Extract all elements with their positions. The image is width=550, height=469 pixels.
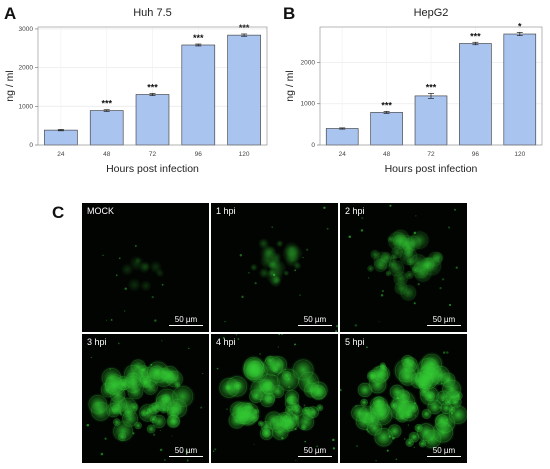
micrograph-label: MOCK bbox=[87, 206, 114, 216]
chart-title: HepG2 bbox=[414, 7, 449, 19]
error-bar bbox=[149, 93, 156, 96]
chart-title: Huh 7.5 bbox=[133, 7, 172, 19]
y-tick-label: 2000 bbox=[301, 59, 316, 66]
significance-label: *** bbox=[101, 99, 112, 109]
scale-bar-line bbox=[298, 325, 332, 326]
y-tick-label: 1000 bbox=[301, 101, 316, 108]
error-bar bbox=[383, 111, 390, 114]
scale-bar-line bbox=[427, 325, 461, 326]
panel-label-b: B bbox=[283, 4, 296, 23]
significance-label: * bbox=[518, 21, 522, 31]
fluorescence-image bbox=[348, 204, 458, 327]
micrograph-tile: 3 hpi 50 µm bbox=[82, 334, 209, 463]
panel-label-a: A bbox=[4, 4, 17, 23]
x-tick-label: 24 bbox=[57, 151, 65, 158]
significance-label: *** bbox=[381, 100, 392, 110]
bar bbox=[503, 33, 537, 146]
significance-label: *** bbox=[426, 82, 437, 92]
bar-chart-hepg2: 24 *** 48 *** 72 *** 96 * 120 0 1000 2000 HepG2 Hours… bbox=[280, 0, 550, 195]
scale-bar: 50 µm bbox=[298, 315, 332, 326]
y-tick-label: 2000 bbox=[19, 65, 34, 72]
micrograph-label: 3 hpi bbox=[87, 337, 107, 347]
scale-bar-label: 50 µm bbox=[432, 315, 456, 324]
bar bbox=[181, 44, 216, 146]
scale-bar-line bbox=[169, 456, 203, 457]
error-bar bbox=[339, 127, 346, 130]
scale-bar: 50 µm bbox=[169, 315, 203, 326]
bar bbox=[325, 128, 359, 146]
bar bbox=[414, 95, 448, 146]
y-tick-label: 3000 bbox=[19, 26, 34, 33]
plot-frame bbox=[319, 26, 543, 146]
error-bar bbox=[57, 129, 64, 132]
significance-label: *** bbox=[147, 82, 158, 92]
x-axis-label: Hours post infection bbox=[385, 163, 478, 175]
panel-label-c: C bbox=[52, 203, 65, 222]
scale-bar: 50 µm bbox=[169, 446, 203, 457]
scale-bar: 50 µm bbox=[427, 446, 461, 457]
x-tick-label: 120 bbox=[239, 151, 250, 158]
error-bar bbox=[428, 93, 434, 99]
chart-svg: 24 *** 48 *** 72 *** 96 * 120 0 1000 2000 HepG2 Hours… bbox=[284, 7, 543, 175]
fluorescence-image bbox=[102, 244, 165, 322]
error-bar bbox=[195, 43, 202, 47]
y-tick-label: 0 bbox=[311, 142, 315, 149]
y-axis-label: ng / ml bbox=[4, 70, 16, 102]
micrograph-grid: MOCK 50 µm 1 hpi 50 µm 2 hpi 50 µm 3 hpi 50 µm 4… bbox=[82, 203, 468, 465]
micrograph-tile: 4 hpi 50 µm bbox=[211, 334, 338, 463]
micrograph-label: 1 hpi bbox=[216, 206, 236, 216]
x-tick-label: 96 bbox=[472, 151, 480, 158]
micrograph-label: 4 hpi bbox=[216, 337, 236, 347]
micrograph-label: 5 hpi bbox=[345, 337, 365, 347]
error-bar bbox=[472, 41, 479, 46]
bar bbox=[135, 94, 170, 146]
error-bar bbox=[516, 32, 523, 37]
bar bbox=[370, 112, 403, 146]
bar bbox=[89, 110, 124, 146]
scale-bar-line bbox=[427, 456, 461, 457]
x-axis-label: Hours post infection bbox=[106, 163, 199, 175]
fluorescence-image bbox=[224, 206, 338, 332]
scale-bar-line bbox=[169, 325, 203, 326]
scale-bar-line bbox=[298, 456, 332, 457]
x-tick-label: 72 bbox=[149, 151, 157, 158]
fluorescence-image bbox=[340, 346, 467, 462]
bar bbox=[44, 129, 78, 146]
chart-svg: 24 *** 48 *** 72 *** 96 *** 120 0 1000 2000 3000 Huh … bbox=[4, 7, 268, 175]
micrograph-tile: 1 hpi 50 µm bbox=[211, 203, 338, 332]
plot-frame bbox=[37, 26, 268, 146]
bar bbox=[227, 34, 261, 146]
scale-bar-label: 50 µm bbox=[303, 315, 327, 324]
x-tick-label: 120 bbox=[514, 151, 525, 158]
y-tick-label: 1000 bbox=[19, 103, 34, 110]
micrograph-label: 2 hpi bbox=[345, 206, 365, 216]
scale-bar: 50 µm bbox=[298, 446, 332, 457]
scale-bar: 50 µm bbox=[427, 315, 461, 326]
x-tick-label: 96 bbox=[195, 151, 203, 158]
x-tick-label: 72 bbox=[427, 151, 435, 158]
scale-bar-label: 50 µm bbox=[432, 446, 456, 455]
error-bar bbox=[103, 109, 110, 112]
bar bbox=[459, 43, 492, 146]
significance-label: *** bbox=[470, 31, 481, 41]
micrograph-tile: 2 hpi 50 µm bbox=[340, 203, 467, 332]
scale-bar-label: 50 µm bbox=[174, 446, 198, 455]
micrograph-tile: MOCK 50 µm bbox=[82, 203, 209, 332]
error-bar bbox=[241, 33, 248, 37]
y-axis-label: ng / ml bbox=[284, 70, 296, 102]
micrograph-tile: 5 hpi 50 µm bbox=[340, 334, 467, 463]
fluorescence-image bbox=[86, 340, 204, 462]
x-tick-label: 48 bbox=[103, 151, 111, 158]
scale-bar-label: 50 µm bbox=[303, 446, 327, 455]
bar-chart-huh75: 24 *** 48 *** 72 *** 96 *** 120 0 1000 2000 3000 Huh … bbox=[0, 0, 275, 195]
significance-label: *** bbox=[193, 33, 204, 43]
x-tick-label: 48 bbox=[383, 151, 391, 158]
x-tick-label: 24 bbox=[339, 151, 347, 158]
fluorescence-image bbox=[212, 334, 336, 462]
scale-bar-label: 50 µm bbox=[174, 315, 198, 324]
significance-label: *** bbox=[239, 23, 250, 33]
y-tick-label: 0 bbox=[29, 142, 33, 149]
